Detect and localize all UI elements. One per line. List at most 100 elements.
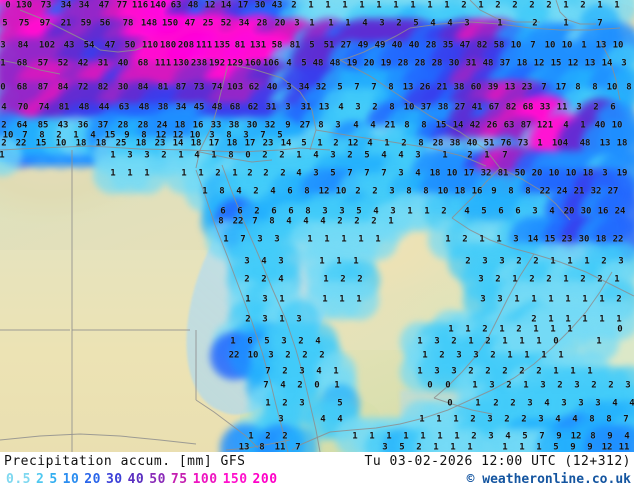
precip-value: 38	[157, 102, 169, 113]
precip-value: 1	[307, 234, 313, 245]
precip-value: 1	[519, 442, 525, 452]
precip-value: 77	[116, 0, 128, 11]
precip-value: 3	[243, 130, 249, 141]
precip-value: 2	[512, 0, 518, 11]
precip-value: 5	[301, 58, 307, 69]
legend-stop-10[interactable]: 10	[62, 472, 80, 487]
precip-value: 130	[172, 58, 190, 69]
precip-value: 4	[338, 102, 344, 113]
legend-stop-30[interactable]: 30	[105, 472, 123, 487]
precip-value: 4	[415, 168, 421, 179]
precip-value: 21	[573, 186, 585, 197]
precip-value: 2	[461, 0, 467, 11]
precip-value: 33	[210, 120, 222, 131]
legend-stop-75[interactable]: 75	[170, 472, 188, 487]
precip-value: 2	[467, 150, 473, 161]
precip-value: 0	[314, 380, 320, 391]
precip-value: 1	[333, 366, 339, 377]
precip-value: 104	[551, 138, 569, 149]
precip-value: 2	[263, 168, 269, 179]
precip-value: 3	[330, 150, 336, 161]
precip-value: 2	[531, 314, 537, 325]
precip-value: 1	[599, 314, 605, 325]
precip-value: 1	[296, 150, 302, 161]
precip-value: 3	[127, 150, 133, 161]
legend-stop-200[interactable]: 200	[252, 472, 278, 487]
precip-value: 1	[345, 18, 351, 29]
precip-value: 3	[339, 206, 345, 217]
precip-value: 37	[97, 120, 109, 131]
precip-value: 6	[610, 102, 616, 113]
precip-value: 16	[192, 120, 204, 131]
precip-value: 180	[159, 40, 177, 51]
precip-value: 8	[218, 216, 224, 227]
precip-value: 1	[359, 0, 365, 11]
precip-value: 73	[40, 0, 52, 11]
precip-value: 3	[489, 380, 495, 391]
precip-value: 2	[510, 398, 516, 409]
precip-value: 51	[483, 138, 495, 149]
precip-value: 75	[18, 18, 30, 29]
precip-value: 2	[597, 274, 603, 285]
precip-value: 1	[388, 216, 394, 227]
precipitation-map[interactable]: 0 130 73 34 34 47 77 116 140 63 48 12 14 17 30 43 2 1 1 1 1 1…	[0, 0, 634, 452]
precip-value: 28	[432, 138, 444, 149]
precip-value: 43	[63, 40, 75, 51]
precip-value: 7	[260, 130, 266, 141]
precip-value: 8	[226, 130, 232, 141]
legend-stop-100[interactable]: 100	[192, 472, 218, 487]
precip-value: 40	[594, 120, 606, 131]
precip-value: 3	[540, 380, 546, 391]
legend-stop-20[interactable]: 20	[84, 472, 101, 487]
precip-value: 10	[446, 168, 458, 179]
precip-value: 9	[587, 442, 593, 452]
legend-stop-0_5[interactable]: 0.5	[6, 472, 31, 487]
precip-value: 6	[237, 206, 243, 217]
precip-value: 4	[362, 18, 368, 29]
precip-value: 18	[226, 138, 238, 149]
precip-value: 47	[104, 40, 116, 51]
precip-value: 9	[570, 442, 576, 452]
precip-value: 4	[624, 431, 630, 442]
precip-value: 2	[495, 274, 501, 285]
precip-value: 7	[502, 150, 508, 161]
precip-value: 129	[226, 58, 244, 69]
precip-value: 28	[431, 58, 443, 69]
precip-value: 1	[279, 314, 285, 325]
precip-value: 1	[353, 256, 359, 267]
precip-value: 19	[346, 58, 358, 69]
precip-value: 2	[354, 216, 360, 227]
precip-value: 0	[5, 0, 11, 11]
precip-value: 13	[402, 82, 414, 93]
legend-stop-5[interactable]: 5	[49, 472, 58, 487]
precip-value: 2	[396, 18, 402, 29]
precip-value: 1	[384, 138, 390, 149]
legend-stop-2[interactable]: 2	[35, 472, 45, 487]
precip-value: 2	[580, 274, 586, 285]
precip-value: 1	[417, 336, 423, 347]
precip-value: 3	[274, 234, 280, 245]
precip-value: 82	[505, 102, 517, 113]
precip-value: 40	[391, 40, 403, 51]
precip-value: 2	[519, 366, 525, 377]
precip-value: 34	[60, 0, 72, 11]
precip-value: 81	[157, 82, 169, 93]
legend-stop-50[interactable]: 50	[149, 472, 166, 487]
legend-stop-40[interactable]: 40	[127, 472, 145, 487]
precip-value: 32	[480, 168, 492, 179]
precip-value: 3	[268, 350, 274, 361]
precip-value: 4	[505, 431, 511, 442]
precip-value: 16	[597, 206, 609, 217]
precip-value: 3	[478, 274, 484, 285]
precip-value: 22	[612, 234, 624, 245]
precipitation-scale[interactable]: 0.5 2 5 10 20 30 40 50 75 100 150 200	[6, 472, 283, 487]
legend-stop-150[interactable]: 150	[222, 472, 248, 487]
precip-value: 63	[170, 0, 182, 11]
precip-value: 54	[83, 40, 95, 51]
precip-value: 1	[558, 350, 564, 361]
precip-value: 1	[442, 150, 448, 161]
precip-value: 2	[280, 168, 286, 179]
precip-value: 10	[437, 186, 449, 197]
precip-value: 28	[397, 58, 409, 69]
precip-value: 68	[16, 82, 28, 93]
